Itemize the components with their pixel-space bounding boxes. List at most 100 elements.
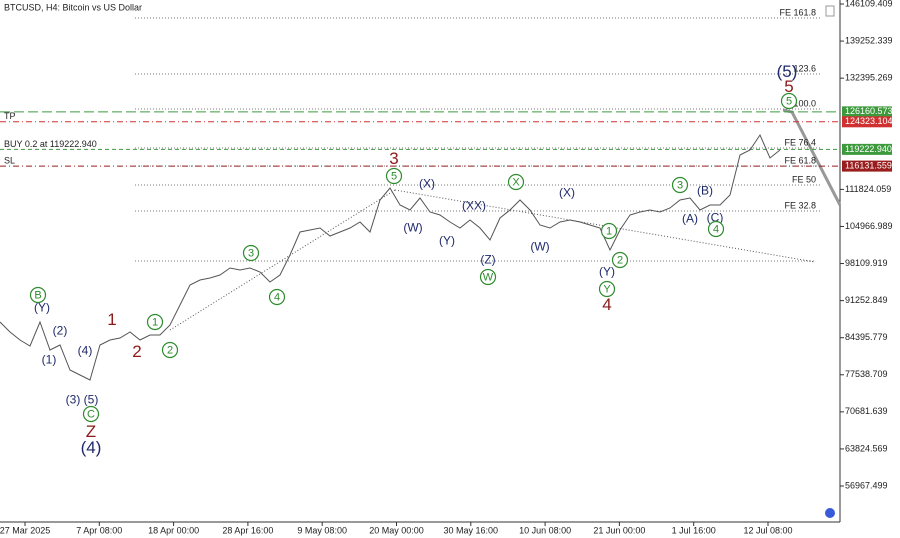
level-name: BUY 0.2 at 119222.940: [4, 139, 97, 149]
wave-label: (4): [81, 438, 102, 457]
x-tick-label: 18 Apr 00:00: [148, 525, 199, 535]
wave-label: B: [34, 289, 41, 301]
fib-label: FE 161.8: [779, 7, 816, 17]
x-tick-label: 30 May 16:00: [444, 525, 499, 535]
x-tick-label: 20 May 00:00: [369, 525, 424, 535]
wave-circle: [385, 167, 403, 185]
x-tick-label: 27 Mar 2025: [0, 525, 50, 535]
fib-label: 100.0: [793, 98, 816, 108]
wave-circle: [600, 222, 618, 240]
x-tick-label: 10 Jun 08:00: [519, 525, 571, 535]
price-tag: [842, 143, 892, 155]
wave-label: 3: [389, 149, 398, 168]
wave-circle: [161, 341, 179, 359]
wave-circle: [479, 268, 497, 286]
wave-circle: [82, 405, 100, 423]
wave-label: (XX): [462, 199, 486, 213]
wave-label: (X): [559, 186, 575, 200]
wave-label: 4: [602, 295, 611, 314]
wave-label: (5): [84, 393, 99, 407]
chart-title: BTCUSD, H4: Bitcoin vs US Dollar: [4, 2, 142, 12]
wave-label: (Y): [34, 301, 50, 315]
wave-label: (4): [78, 344, 93, 358]
wave-label: (1): [42, 353, 57, 367]
fib-label: FE 61.8: [784, 155, 816, 165]
wave-label: (C): [707, 211, 724, 225]
wave-circle: [507, 173, 525, 191]
wave-circle: [598, 280, 616, 298]
wave-circle: [29, 286, 47, 304]
wave-label: (Y): [439, 234, 455, 248]
level-name: SL: [4, 155, 15, 165]
wave-label: 1: [152, 316, 158, 328]
wave-label: 3: [248, 247, 254, 259]
price-tag-label: 119222.940: [845, 144, 892, 154]
price-line: [0, 133, 781, 381]
wave-circle: [780, 92, 798, 110]
fib-label: 123.6: [793, 63, 816, 73]
wave-circle: [242, 244, 260, 262]
wave-label: X: [512, 176, 520, 188]
wave-circle: [611, 251, 629, 269]
x-tick-label: 9 May 08:00: [297, 525, 347, 535]
y-tick-label: 56967.499: [845, 480, 888, 490]
price-tag-label: 126160.573: [845, 106, 893, 116]
y-tick-label: 139252.339: [845, 35, 893, 45]
wave-label: 2: [132, 342, 141, 361]
wave-label: 5: [786, 95, 792, 107]
fib-label: FE 32.8: [784, 200, 816, 210]
icon: [825, 508, 835, 518]
fib-label: FE 50: [792, 174, 816, 184]
wave-label: 2: [167, 344, 173, 356]
wave-label: (A): [682, 212, 698, 226]
wave-label: (5): [777, 62, 798, 81]
y-tick-label: 63824.569: [845, 443, 888, 453]
wave-label: 1: [606, 225, 612, 237]
wave-label: (Z): [480, 253, 495, 267]
price-tag: [842, 160, 892, 172]
wave-label: 4: [274, 291, 280, 303]
wave-label: (2): [53, 324, 68, 338]
wave-circle: [671, 176, 689, 194]
x-tick-label: 7 Apr 08:00: [76, 525, 122, 535]
price-tag-label: 124323.104: [845, 116, 893, 126]
wave-circle: [707, 220, 725, 238]
wave-label: (W): [530, 240, 549, 254]
wave-label: (X): [419, 177, 435, 191]
x-tick-label: 21 Jun 00:00: [593, 525, 645, 535]
wave-label: Y: [603, 283, 611, 295]
wave-label: (Y): [599, 265, 615, 279]
x-tick-label: 12 Jul 08:00: [743, 525, 792, 535]
x-tick-label: 28 Apr 16:00: [222, 525, 273, 535]
y-tick-label: 70681.639: [845, 406, 888, 416]
y-tick-label: 98109.919: [845, 258, 888, 268]
wave-label: W: [483, 271, 494, 283]
y-tick-label: 132395.269: [845, 73, 893, 83]
wave-label: (3): [66, 393, 81, 407]
y-tick-label: 91252.849: [845, 295, 888, 305]
y-tick-label: 111824.059: [845, 184, 891, 194]
wave-circle: [146, 313, 164, 331]
price-tag: [842, 116, 892, 128]
wave-label: (W): [403, 221, 422, 235]
x-tick-label: 1 Jul 16:00: [672, 525, 716, 535]
wave-label: (B): [697, 184, 713, 198]
y-tick-label: 146109.409: [845, 0, 893, 8]
wave-label: 5: [784, 77, 793, 96]
wave-circle: [268, 288, 286, 306]
trend-line: [169, 189, 396, 331]
price-tag: [842, 106, 892, 118]
wave-label: C: [87, 408, 95, 420]
icon: [825, 5, 835, 17]
wave-label: 1: [107, 310, 116, 329]
y-tick-label: 84395.779: [845, 332, 888, 342]
wave-label: 3: [677, 179, 683, 191]
wave-label: 5: [391, 170, 397, 182]
wave-label: 2: [617, 254, 623, 266]
y-tick-label: 77538.709: [845, 369, 888, 379]
y-tick-label: 104966.989: [845, 221, 893, 231]
level-name: TP: [4, 111, 16, 121]
wave-label: 4: [713, 223, 719, 235]
